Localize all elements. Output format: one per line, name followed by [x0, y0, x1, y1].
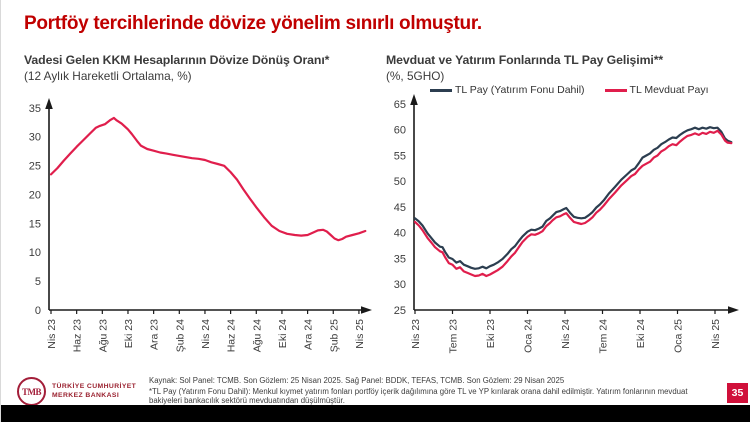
- svg-text:30: 30: [29, 132, 41, 144]
- source-text: Kaynak: Sol Panel: TCMB. Son Gözlem: 25 …: [149, 376, 565, 385]
- svg-text:0: 0: [35, 305, 41, 317]
- svg-text:25: 25: [29, 161, 41, 173]
- svg-text:10: 10: [29, 247, 41, 259]
- svg-text:40: 40: [394, 228, 406, 240]
- svg-text:Tem 24: Tem 24: [598, 319, 610, 354]
- tcmb-logo-text: TÜRKİYE CUMHURİYET MERKEZ BANKASI: [52, 383, 136, 401]
- svg-text:Haz 24: Haz 24: [226, 319, 238, 352]
- svg-text:5: 5: [35, 276, 41, 288]
- legend-item-tl-mevduat: TL Mevduat Payı: [604, 84, 709, 96]
- svg-text:Eki 24: Eki 24: [635, 319, 647, 348]
- svg-text:65: 65: [394, 99, 406, 111]
- legend-label-tl-pay: TL Pay (Yatırım Fonu Dahil): [455, 84, 585, 96]
- svg-text:35: 35: [394, 253, 406, 265]
- tcmb-logo-line1: TÜRKİYE CUMHURİYET: [52, 382, 137, 390]
- svg-text:50: 50: [394, 176, 406, 188]
- svg-text:45: 45: [394, 202, 406, 214]
- svg-text:Nis 24: Nis 24: [200, 319, 212, 349]
- svg-text:15: 15: [29, 218, 41, 230]
- right-chart-subtitle: (%, 5GHO): [386, 69, 445, 83]
- svg-text:55: 55: [394, 150, 406, 162]
- svg-text:Nis 23: Nis 23: [46, 319, 58, 349]
- svg-text:Ağu 24: Ağu 24: [251, 319, 263, 352]
- legend-item-tl-pay: TL Pay (Yatırım Fonu Dahil): [430, 84, 585, 96]
- svg-text:Nis 24: Nis 24: [560, 319, 572, 349]
- tl-pay-line-swatch: [430, 89, 452, 92]
- tcmb-logo: TMB TÜRKİYE CUMHURİYET MERKEZ BANKASI: [17, 377, 136, 406]
- svg-text:Nis 25: Nis 25: [710, 319, 722, 349]
- svg-text:20: 20: [29, 189, 41, 201]
- svg-text:Nis 25: Nis 25: [354, 319, 366, 349]
- bottom-bar: [1, 405, 750, 422]
- svg-text:Haz 23: Haz 23: [72, 319, 84, 352]
- svg-text:Oca 25: Oca 25: [673, 319, 685, 353]
- right-chart-legend: TL Pay (Yatırım Fonu Dahil) TL Mevduat P…: [430, 84, 709, 96]
- page-number-badge: 35: [727, 383, 748, 403]
- svg-text:Eki 24: Eki 24: [277, 319, 289, 348]
- svg-text:35: 35: [29, 103, 41, 115]
- svg-text:Nis 23: Nis 23: [410, 319, 422, 349]
- svg-text:Şub 24: Şub 24: [174, 319, 186, 352]
- tl-mevduat-line-swatch: [604, 89, 627, 92]
- svg-text:30: 30: [394, 279, 406, 291]
- slide-title: Portföy tercihlerinde dövize yönelim sın…: [24, 13, 482, 34]
- svg-text:Eki 23: Eki 23: [123, 319, 135, 348]
- svg-text:Ara 23: Ara 23: [149, 319, 161, 350]
- svg-text:25: 25: [394, 305, 406, 317]
- svg-text:Oca 24: Oca 24: [523, 319, 535, 353]
- svg-text:Şub 25: Şub 25: [328, 319, 340, 352]
- svg-text:Eki 23: Eki 23: [485, 319, 497, 348]
- tcmb-logo-line2: MERKEZ BANKASI: [52, 391, 120, 399]
- svg-text:Tem 23: Tem 23: [448, 319, 460, 354]
- svg-text:Ara 24: Ara 24: [303, 319, 315, 350]
- left-chart-title: Vadesi Gelen KKM Hesaplarının Dövize Dön…: [24, 53, 330, 67]
- svg-text:Ağu 23: Ağu 23: [97, 319, 109, 352]
- left-chart-subtitle: (12 Aylık Hareketli Ortalama, %): [24, 69, 192, 83]
- footnote-text: *TL Pay (Yatırım Fonu Dahil): Menkul kıy…: [149, 387, 688, 406]
- legend-label-tl-mevduat: TL Mevduat Payı: [629, 84, 709, 96]
- right-chart-title: Mevduat ve Yatırım Fonlarında TL Pay Gel…: [386, 53, 664, 67]
- svg-text:60: 60: [394, 125, 406, 137]
- tcmb-logo-monogram-icon: TMB: [17, 377, 46, 406]
